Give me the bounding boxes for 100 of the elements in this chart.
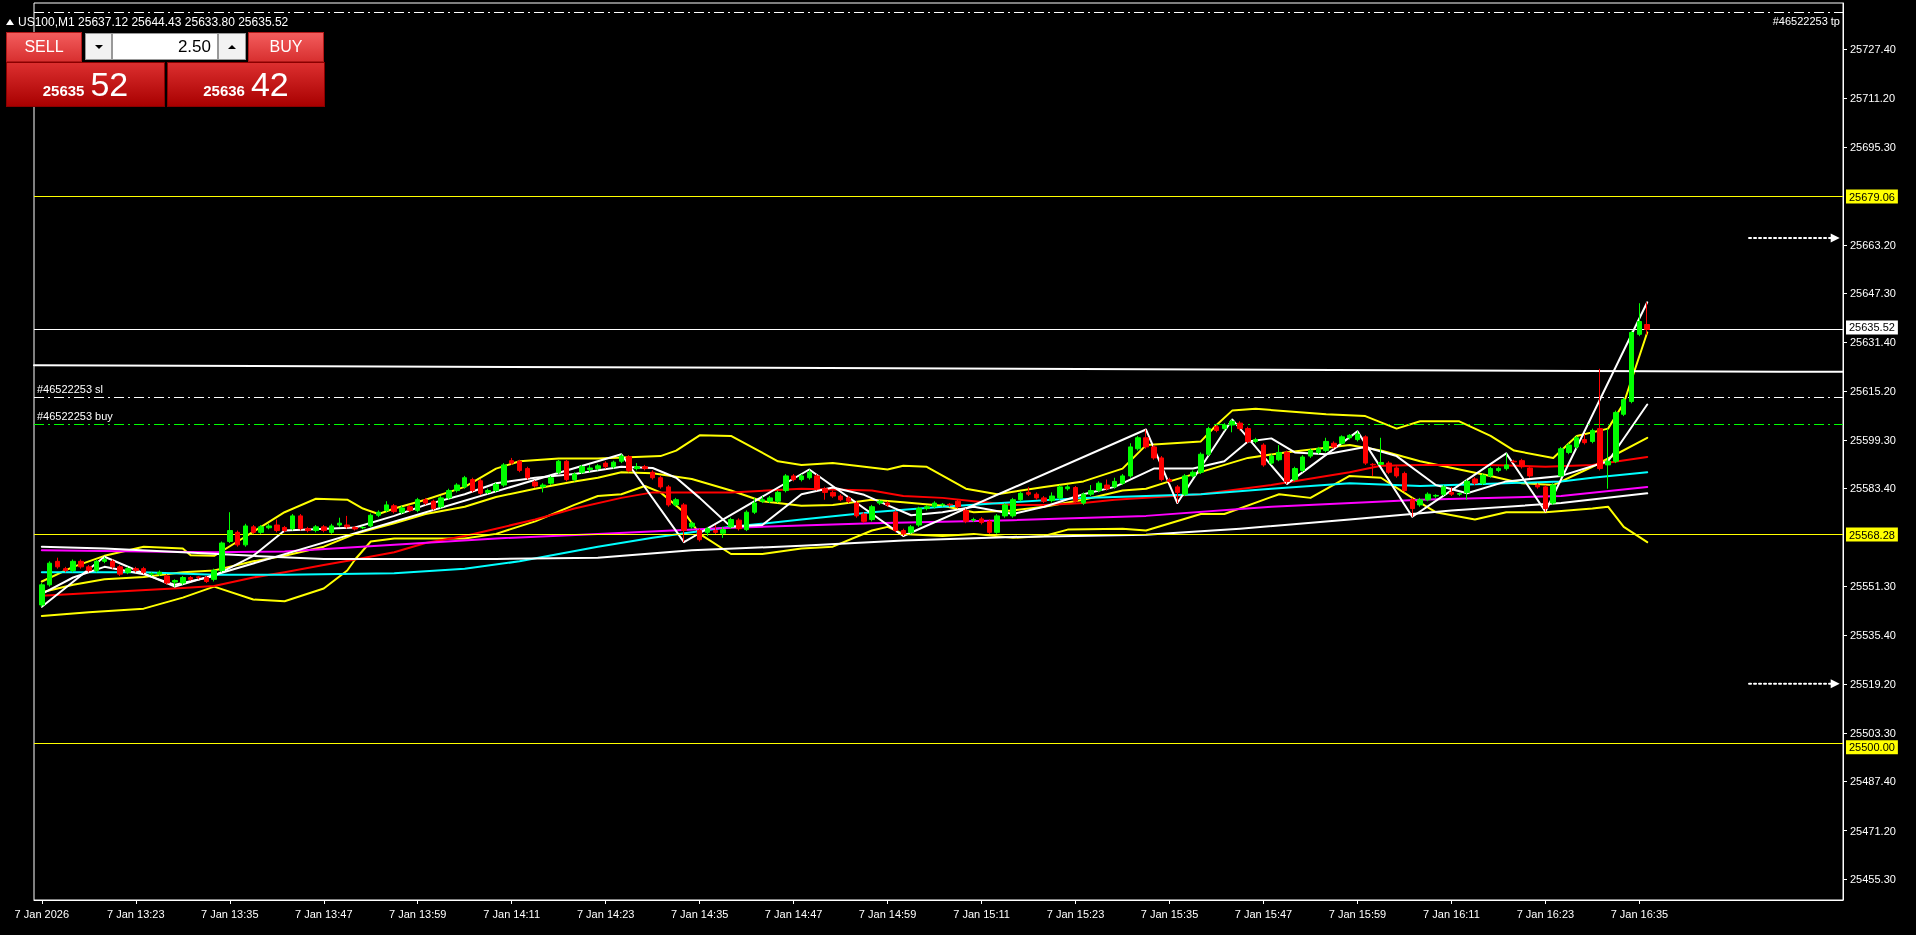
candlestick — [1433, 493, 1439, 499]
candlestick — [133, 566, 139, 573]
candlestick — [1237, 420, 1243, 431]
candlestick — [1308, 448, 1313, 459]
candlestick — [313, 524, 319, 533]
candlestick — [1175, 484, 1180, 504]
candlestick — [728, 517, 734, 530]
candlestick — [1104, 479, 1110, 492]
y-tick-label: 25695.30 — [1850, 141, 1896, 154]
candlestick — [321, 524, 327, 533]
candlestick — [1527, 465, 1533, 479]
candlestick — [697, 528, 702, 543]
y-tick-label: 25631.40 — [1850, 335, 1896, 348]
sell-button: SELL — [6, 32, 82, 62]
candlestick — [376, 509, 381, 518]
y-tick-label: 25583.40 — [1850, 482, 1896, 495]
y-tick-label: 25551.30 — [1850, 580, 1896, 593]
candlestick — [305, 526, 311, 533]
candlestick — [462, 475, 467, 490]
x-tick-label: 7 Jan 13:47 — [295, 907, 353, 920]
candlestick — [235, 530, 240, 548]
candlestick — [532, 479, 538, 489]
x-tick-label: 7 Jan 13:23 — [107, 907, 165, 920]
candlestick — [689, 520, 695, 530]
candlestick — [681, 502, 687, 543]
candlestick — [603, 460, 608, 470]
candlestick — [1167, 477, 1172, 484]
candlestick — [1355, 430, 1360, 442]
candlestick — [1441, 484, 1446, 497]
candlestick — [1002, 502, 1008, 519]
candlestick — [282, 525, 287, 533]
candlestick — [70, 559, 76, 573]
candlestick — [1394, 465, 1399, 479]
candlestick — [1096, 480, 1102, 493]
x-tick-label: 7 Jan 14:59 — [858, 907, 917, 920]
candlestick — [1081, 491, 1086, 506]
candlestick — [540, 482, 546, 493]
candlestick — [391, 503, 397, 514]
candlestick — [987, 519, 992, 535]
candlestick — [384, 500, 389, 513]
candlestick — [517, 459, 522, 473]
candlestick — [846, 495, 851, 504]
candlestick — [360, 525, 366, 530]
candlestick — [869, 504, 875, 522]
candlestick — [963, 508, 969, 524]
candlestick — [446, 488, 452, 501]
candlestick — [1417, 497, 1423, 508]
candlestick — [78, 559, 84, 570]
candlestick — [1018, 490, 1023, 502]
line-series — [40, 471, 1649, 576]
candlestick — [1550, 482, 1556, 506]
candlestick — [117, 564, 123, 577]
ref-line-label: 25500.00 — [1849, 741, 1895, 754]
candlestick — [908, 524, 914, 535]
annotation: 25635 — [42, 82, 85, 99]
candlestick — [1402, 471, 1407, 493]
candlestick — [955, 499, 961, 510]
candlestick — [1363, 434, 1368, 466]
candlestick — [63, 566, 68, 573]
candlestick — [438, 495, 444, 510]
y-tick-label: 25519.20 — [1850, 678, 1896, 691]
number-field: 2.50 — [112, 33, 218, 60]
candlestick — [1590, 428, 1595, 444]
x-tick-label: 7 Jan 15:23 — [1046, 907, 1105, 920]
candlestick — [1511, 459, 1517, 464]
x-tick-label: 7 Jan 14:35 — [670, 907, 729, 920]
candlestick — [1449, 486, 1454, 497]
candlestick — [1253, 437, 1258, 444]
candlestick — [86, 564, 92, 573]
candlestick — [830, 490, 836, 499]
candlestick — [932, 500, 937, 510]
candlestick — [1347, 433, 1352, 441]
candlestick — [298, 513, 303, 532]
candlestick — [1504, 452, 1509, 471]
candlestick — [1644, 301, 1650, 336]
candlestick — [1543, 484, 1548, 513]
candlestick — [822, 486, 828, 501]
candlestick — [485, 488, 491, 495]
candlestick — [1457, 491, 1462, 497]
candlestick — [1331, 440, 1337, 450]
candlestick — [164, 573, 170, 586]
candlestick — [337, 517, 342, 528]
ref-line-label: #46522253 buy — [37, 409, 114, 422]
candlestick — [1378, 437, 1384, 466]
candlestick — [814, 473, 820, 492]
candlestick — [368, 512, 373, 528]
candlestick — [783, 473, 789, 493]
candlestick — [47, 560, 52, 588]
candlestick — [775, 490, 781, 504]
candlestick — [658, 475, 663, 490]
candlestick — [290, 513, 295, 532]
candlestick — [180, 575, 186, 586]
candlestick — [399, 505, 405, 515]
candlestick — [1370, 462, 1376, 477]
candlestick — [744, 509, 749, 532]
candlestick — [1088, 484, 1094, 497]
candlestick — [650, 469, 655, 481]
candlestick — [407, 504, 413, 513]
candlestick — [736, 517, 742, 532]
candlestick — [1621, 397, 1626, 417]
